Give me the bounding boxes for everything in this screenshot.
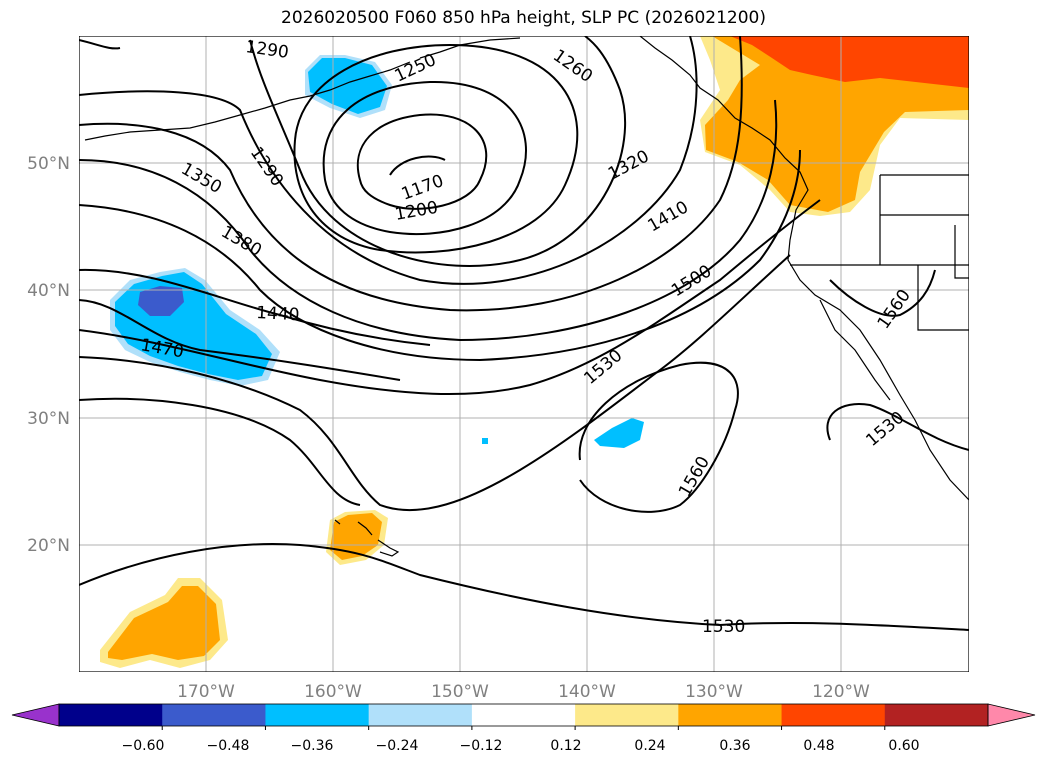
contour-1500: [79, 199, 821, 396]
colorbar-tick-label: 0.24: [634, 738, 665, 754]
contour-1320: [79, 36, 698, 285]
lon-label: 120°W: [812, 682, 870, 702]
aleutian-islands: [84, 61, 411, 141]
contour-1530-main: [79, 254, 791, 512]
colorbar-tick-label: −0.48: [207, 738, 250, 754]
colorbar-segment: [471, 704, 576, 726]
coastlines: [84, 36, 969, 557]
negative-anomaly-mid: [594, 418, 644, 448]
colorbar-segment: [884, 704, 989, 726]
lat-label: 20°N: [27, 536, 70, 556]
lat-label: 40°N: [27, 281, 70, 301]
colorbar-extend-high: [987, 703, 1036, 727]
contour-1230: [322, 80, 527, 236]
map-panel: 1290 1250 1260 1290 1350 1170 1200 1320 …: [79, 36, 969, 672]
contour-1470: [79, 299, 401, 381]
colorbar-tick-label: 0.36: [719, 738, 750, 754]
lon-label: 140°W: [558, 682, 616, 702]
contour-label: 1530: [702, 617, 745, 637]
contour-1530-se: [826, 403, 969, 451]
longitude-labels: 170°W 160°W 150°W 140°W 130°W 120°W: [177, 682, 870, 702]
contour-1350: [79, 36, 743, 312]
contour-1200: [356, 113, 488, 210]
latitude-labels: 50°N 40°N 30°N 20°N: [27, 154, 70, 556]
lat-label: 30°N: [27, 409, 70, 429]
baja-coast: [819, 299, 891, 401]
colorbar-segment: [678, 704, 783, 726]
lon-label: 160°W: [304, 682, 362, 702]
contour-1380: [79, 99, 778, 342]
colorbar-segment: [162, 704, 266, 726]
colorbar-tick-label: 0.60: [888, 738, 919, 754]
negative-anomaly-aleutian: [308, 58, 387, 114]
positive-anomaly-red: [730, 36, 969, 88]
lat-label: 50°N: [27, 154, 70, 174]
contour-1410: [79, 149, 801, 362]
positive-anomaly-sw-core: [108, 586, 220, 660]
colorbar-tick-label: 0.48: [803, 738, 834, 754]
contour-1560-west: [79, 397, 361, 506]
colorbar-tick-label: −0.60: [122, 738, 165, 754]
lon-label: 130°W: [685, 682, 743, 702]
contour-1440: [79, 268, 431, 346]
colorbar-segment: [781, 704, 886, 726]
us-state-lines: [790, 175, 969, 331]
colorbar-tick-label: −0.36: [291, 738, 334, 754]
contour-label: 1440: [256, 303, 300, 325]
contour-1260: [293, 43, 579, 254]
colorbar-segment: [575, 704, 679, 726]
contour-1560-coast: [829, 269, 936, 317]
colorbar-segment: [59, 704, 163, 726]
contour-1530-south: [79, 543, 969, 631]
colorbar: [11, 703, 1036, 730]
contour-1170: [389, 155, 446, 176]
lon-label: 150°W: [431, 682, 489, 702]
lon-label: 170°W: [177, 682, 235, 702]
hawaii-islands: [334, 519, 400, 557]
positive-anomaly-hawaii-core: [330, 513, 382, 560]
colorbar-tick-label: −0.12: [460, 738, 503, 754]
height-contours: [79, 36, 969, 631]
contour-1290: [79, 36, 627, 267]
colorbar-segment: [265, 704, 370, 726]
colorbar-segment: [368, 704, 473, 726]
map-title: 2026020500 F060 850 hPa height, SLP PC (…: [281, 8, 766, 28]
negative-anomaly-west-core: [138, 286, 184, 316]
contour-1560-east: [578, 361, 739, 513]
colorbar-tick-label: −0.24: [376, 738, 419, 754]
colorbar-tick-label: 0.12: [550, 738, 581, 754]
anomaly-shading: [100, 36, 969, 668]
colorbar-frame: [58, 703, 989, 727]
north-america-coast: [639, 36, 969, 501]
colorbar-ticks: −0.60 −0.48 −0.36 −0.24 −0.12 0.12 0.24 …: [122, 738, 920, 754]
colorbar-extend-low: [11, 703, 60, 727]
